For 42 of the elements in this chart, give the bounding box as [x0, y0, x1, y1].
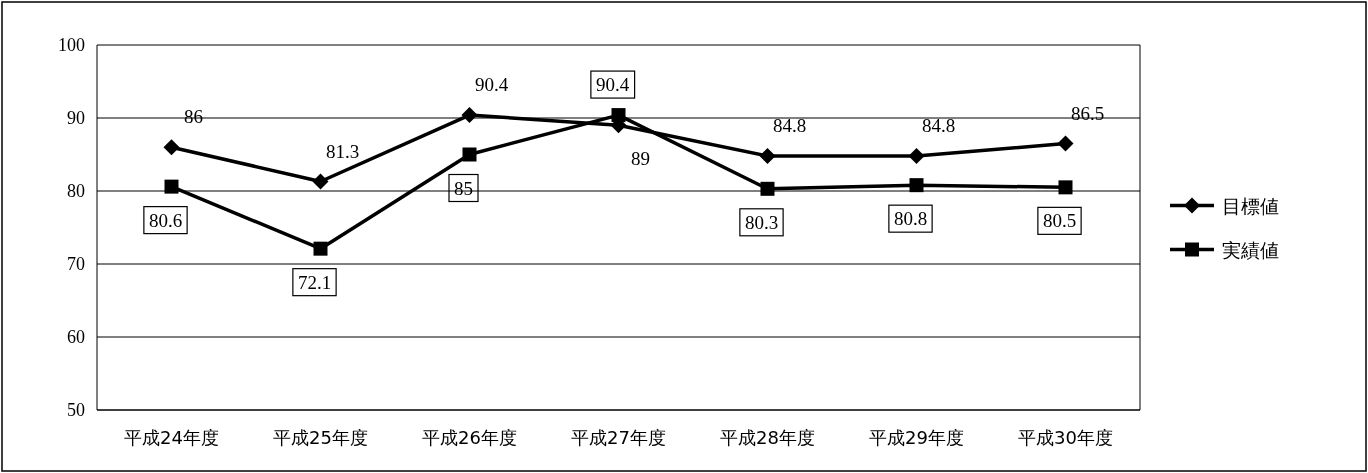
point [312, 173, 329, 190]
data-label: 89 [631, 148, 650, 170]
y-tick-label: 70 [67, 254, 85, 274]
point [313, 241, 328, 256]
point [1057, 135, 1074, 152]
x-tick-label: 平成29年度 [869, 427, 964, 448]
y-tick-label: 50 [67, 400, 85, 420]
x-tick-label: 平成28年度 [720, 427, 815, 448]
data-label: 85 [454, 177, 473, 199]
x-tick-label: 平成27年度 [571, 427, 666, 448]
x-tick-label: 平成24年度 [124, 427, 219, 448]
data-label: 80.8 [893, 208, 928, 230]
data-label: 90.4 [474, 74, 509, 96]
data-label: 72.1 [297, 271, 332, 293]
data-label: 80.5 [1042, 210, 1077, 232]
point [611, 108, 626, 123]
point [909, 178, 924, 193]
point [760, 181, 775, 196]
legend-label: 実績値 [1222, 238, 1279, 261]
data-label: 84.8 [921, 114, 956, 136]
data-label: 80.3 [744, 211, 779, 233]
point [461, 107, 478, 124]
legend-label: 目標値 [1222, 194, 1279, 217]
x-tick-label: 平成25年度 [273, 427, 368, 448]
x-tick-label: 平成30年度 [1018, 427, 1113, 448]
y-tick-label: 100 [58, 35, 85, 55]
point [908, 147, 925, 164]
y-tick-label: 60 [67, 327, 85, 347]
data-label: 84.8 [772, 114, 807, 136]
data-label: 86.5 [1070, 102, 1105, 124]
point [164, 179, 179, 194]
point [1058, 180, 1073, 195]
point [462, 147, 477, 162]
data-label: 86 [184, 106, 203, 128]
data-label: 90.4 [595, 74, 630, 96]
point [759, 147, 776, 164]
x-tick-label: 平成26年度 [422, 427, 517, 448]
data-label: 81.3 [325, 140, 360, 162]
data-label: 80.6 [148, 209, 183, 231]
y-tick-label: 80 [67, 181, 85, 201]
point [163, 139, 180, 156]
y-tick-label: 90 [67, 108, 85, 128]
